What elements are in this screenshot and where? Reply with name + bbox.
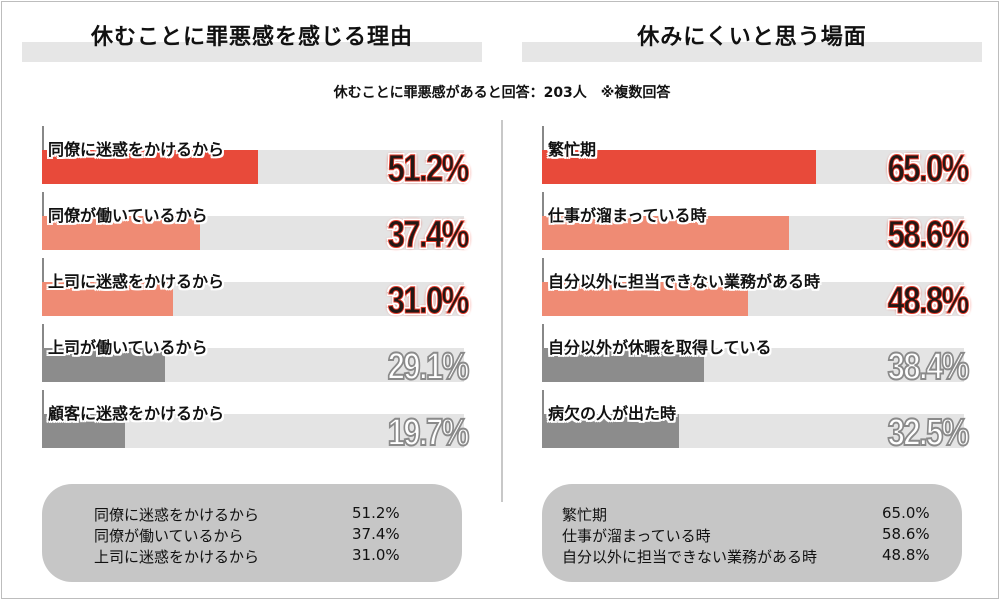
bar-category-label: 繁忙期 (548, 140, 597, 159)
bar-value-label: 48.8% (887, 280, 970, 323)
bar (542, 150, 817, 184)
summary-row: 上司に迷惑をかけるから 31.0% (42, 546, 462, 566)
bar-row: 同僚が働いているから 37.4% (42, 188, 470, 257)
bar-value-label: 29.1% (387, 345, 470, 389)
bar-category-label: 同僚が働いているから (48, 206, 208, 225)
summary-label: 同僚が働いているから (94, 527, 244, 545)
bar-row: 病欠の人が出た時 32.5% (542, 386, 970, 455)
bar-row: 同僚に迷惑をかけるから 51.2% (42, 122, 470, 191)
summary-label: 自分以外に担当できない業務がある時 (562, 548, 818, 566)
summary-label: 繁忙期 (562, 506, 608, 524)
bar (542, 216, 790, 250)
bar-value-label: 31.0% (387, 280, 470, 323)
bar-category-label: 顧客に迷惑をかけるから (48, 404, 225, 423)
bar (542, 414, 680, 448)
summary-row: 同僚が働いているから 37.4% (42, 525, 462, 545)
bar (42, 150, 259, 184)
right-summary-box: 繁忙期 65.0% 仕事が溜まっている時 58.6% 自分以外に担当できない業務がある時… (542, 484, 962, 582)
summary-value: 51.2% (352, 504, 400, 522)
bar (42, 414, 126, 448)
summary-label: 同僚に迷惑をかけるから (94, 506, 260, 524)
bar-value-label: 51.2% (387, 148, 470, 191)
right-panel-title: 休みにくいと思う場面 (522, 18, 982, 62)
summary-value: 65.0% (882, 504, 930, 522)
bar (542, 282, 748, 316)
bar-value-label: 65.0% (887, 148, 970, 191)
bar-row: 顧客に迷惑をかけるから 19.7% (42, 386, 470, 455)
summary-row: 仕事が溜まっている時 58.6% (542, 525, 962, 545)
bar-value-label: 58.6% (887, 214, 970, 257)
bar-value-label: 38.4% (887, 345, 970, 389)
summary-row: 繁忙期 65.0% (542, 504, 962, 524)
left-bar-chart: 同僚に迷惑をかけるから 51.2% 同僚が働いているから 37.4% 上司に迷惑をかける… (42, 122, 470, 455)
left-panel-title: 休むことに罪悪感を感じる理由 (22, 18, 482, 62)
bar-category-label: 自分以外に担当できない業務がある時 (548, 272, 821, 291)
right-bar-chart: 繁忙期 65.0% 仕事が溜まっている時 58.6% 自分以外に担当できない業務がある時… (542, 122, 970, 455)
bar-category-label: 自分以外が休暇を取得している (548, 338, 772, 357)
bar-category-label: 上司が働いているから (48, 338, 208, 357)
bar-category-label: 仕事が溜まっている時 (548, 206, 707, 225)
bar-category-label: 上司に迷惑をかけるから (48, 272, 225, 291)
bar-row: 上司が働いているから 29.1% (42, 320, 470, 389)
bar-row: 繁忙期 65.0% (542, 122, 970, 191)
summary-row: 同僚に迷惑をかけるから 51.2% (42, 504, 462, 524)
summary-value: 37.4% (352, 525, 400, 543)
summary-value: 48.8% (882, 546, 930, 564)
bar-category-label: 同僚に迷惑をかけるから (48, 140, 225, 159)
summary-value: 31.0% (352, 546, 400, 564)
summary-value: 58.6% (882, 525, 930, 543)
bar (542, 348, 705, 382)
bar-value-label: 19.7% (387, 411, 470, 455)
bar-row: 上司に迷惑をかけるから 31.0% (42, 254, 470, 323)
bar-value-label: 37.4% (387, 214, 470, 257)
summary-row: 自分以外に担当できない業務がある時 48.8% (542, 546, 962, 566)
bar-row: 自分以外に担当できない業務がある時 48.8% (542, 254, 970, 323)
respondent-note: 休むことに罪悪感があると回答：203人 ※複数回答 (333, 85, 671, 101)
summary-label: 上司に迷惑をかけるから (94, 548, 260, 566)
bar-category-label: 病欠の人が出た時 (548, 404, 677, 423)
summary-label: 仕事が溜まっている時 (562, 527, 711, 545)
bar (42, 348, 165, 382)
bar (42, 216, 200, 250)
left-summary-box: 同僚に迷惑をかけるから 51.2% 同僚が働いているから 37.4% 上司に迷惑をかける… (42, 484, 462, 582)
bar (42, 282, 173, 316)
bar-row: 自分以外が休暇を取得している 38.4% (542, 320, 970, 389)
panel-divider (501, 120, 503, 502)
bar-value-label: 32.5% (887, 411, 970, 455)
bar-row: 仕事が溜まっている時 58.6% (542, 188, 970, 257)
